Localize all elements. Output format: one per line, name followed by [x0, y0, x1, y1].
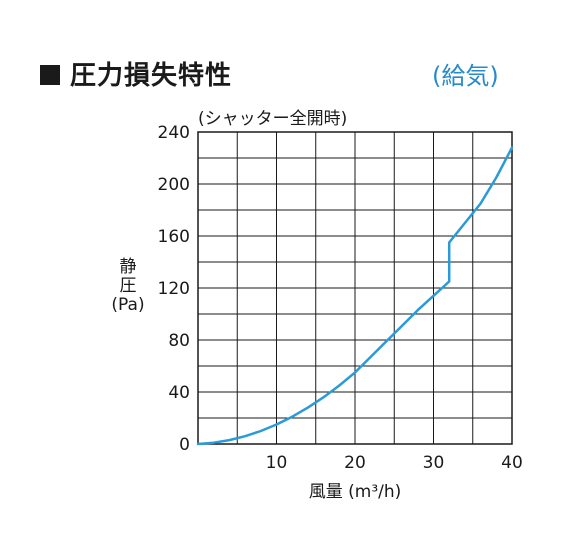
y-tick-label: 120 [158, 279, 190, 299]
y-axis-label: 静圧(Pa) [111, 257, 144, 315]
chart-title: 圧力損失特性 [70, 61, 233, 91]
y-tick-label: 40 [168, 383, 190, 403]
tick-labels: 10 20 30 40 0 40 80 120 160 200 240 [158, 123, 523, 473]
chart-heading: 圧力損失特性 [40, 55, 232, 92]
y-tick-label: 160 [158, 227, 190, 247]
y-axis-label-line: (Pa) [111, 295, 144, 315]
series-layer [196, 146, 514, 446]
y-tick-label: 200 [158, 175, 190, 195]
x-tick-label: 30 [423, 453, 445, 473]
y-tick-label: 240 [158, 123, 190, 143]
y-axis-label-line: 圧 [120, 276, 137, 296]
series-line [196, 146, 514, 446]
mode-badge: (給気) [432, 62, 499, 90]
y-tick-label: 0 [179, 435, 190, 455]
x-axis-label: 風量 (m³/h) [309, 482, 402, 502]
grid [197, 131, 513, 445]
square-bullet-icon [40, 65, 60, 85]
y-tick-label: 80 [168, 331, 190, 351]
x-tick-label: 10 [266, 453, 288, 473]
x-tick-label: 20 [344, 453, 366, 473]
x-tick-label: 40 [501, 453, 523, 473]
chart-subtitle: (シャッター全開時) [198, 109, 347, 129]
y-axis-label-line: 静 [120, 257, 137, 277]
